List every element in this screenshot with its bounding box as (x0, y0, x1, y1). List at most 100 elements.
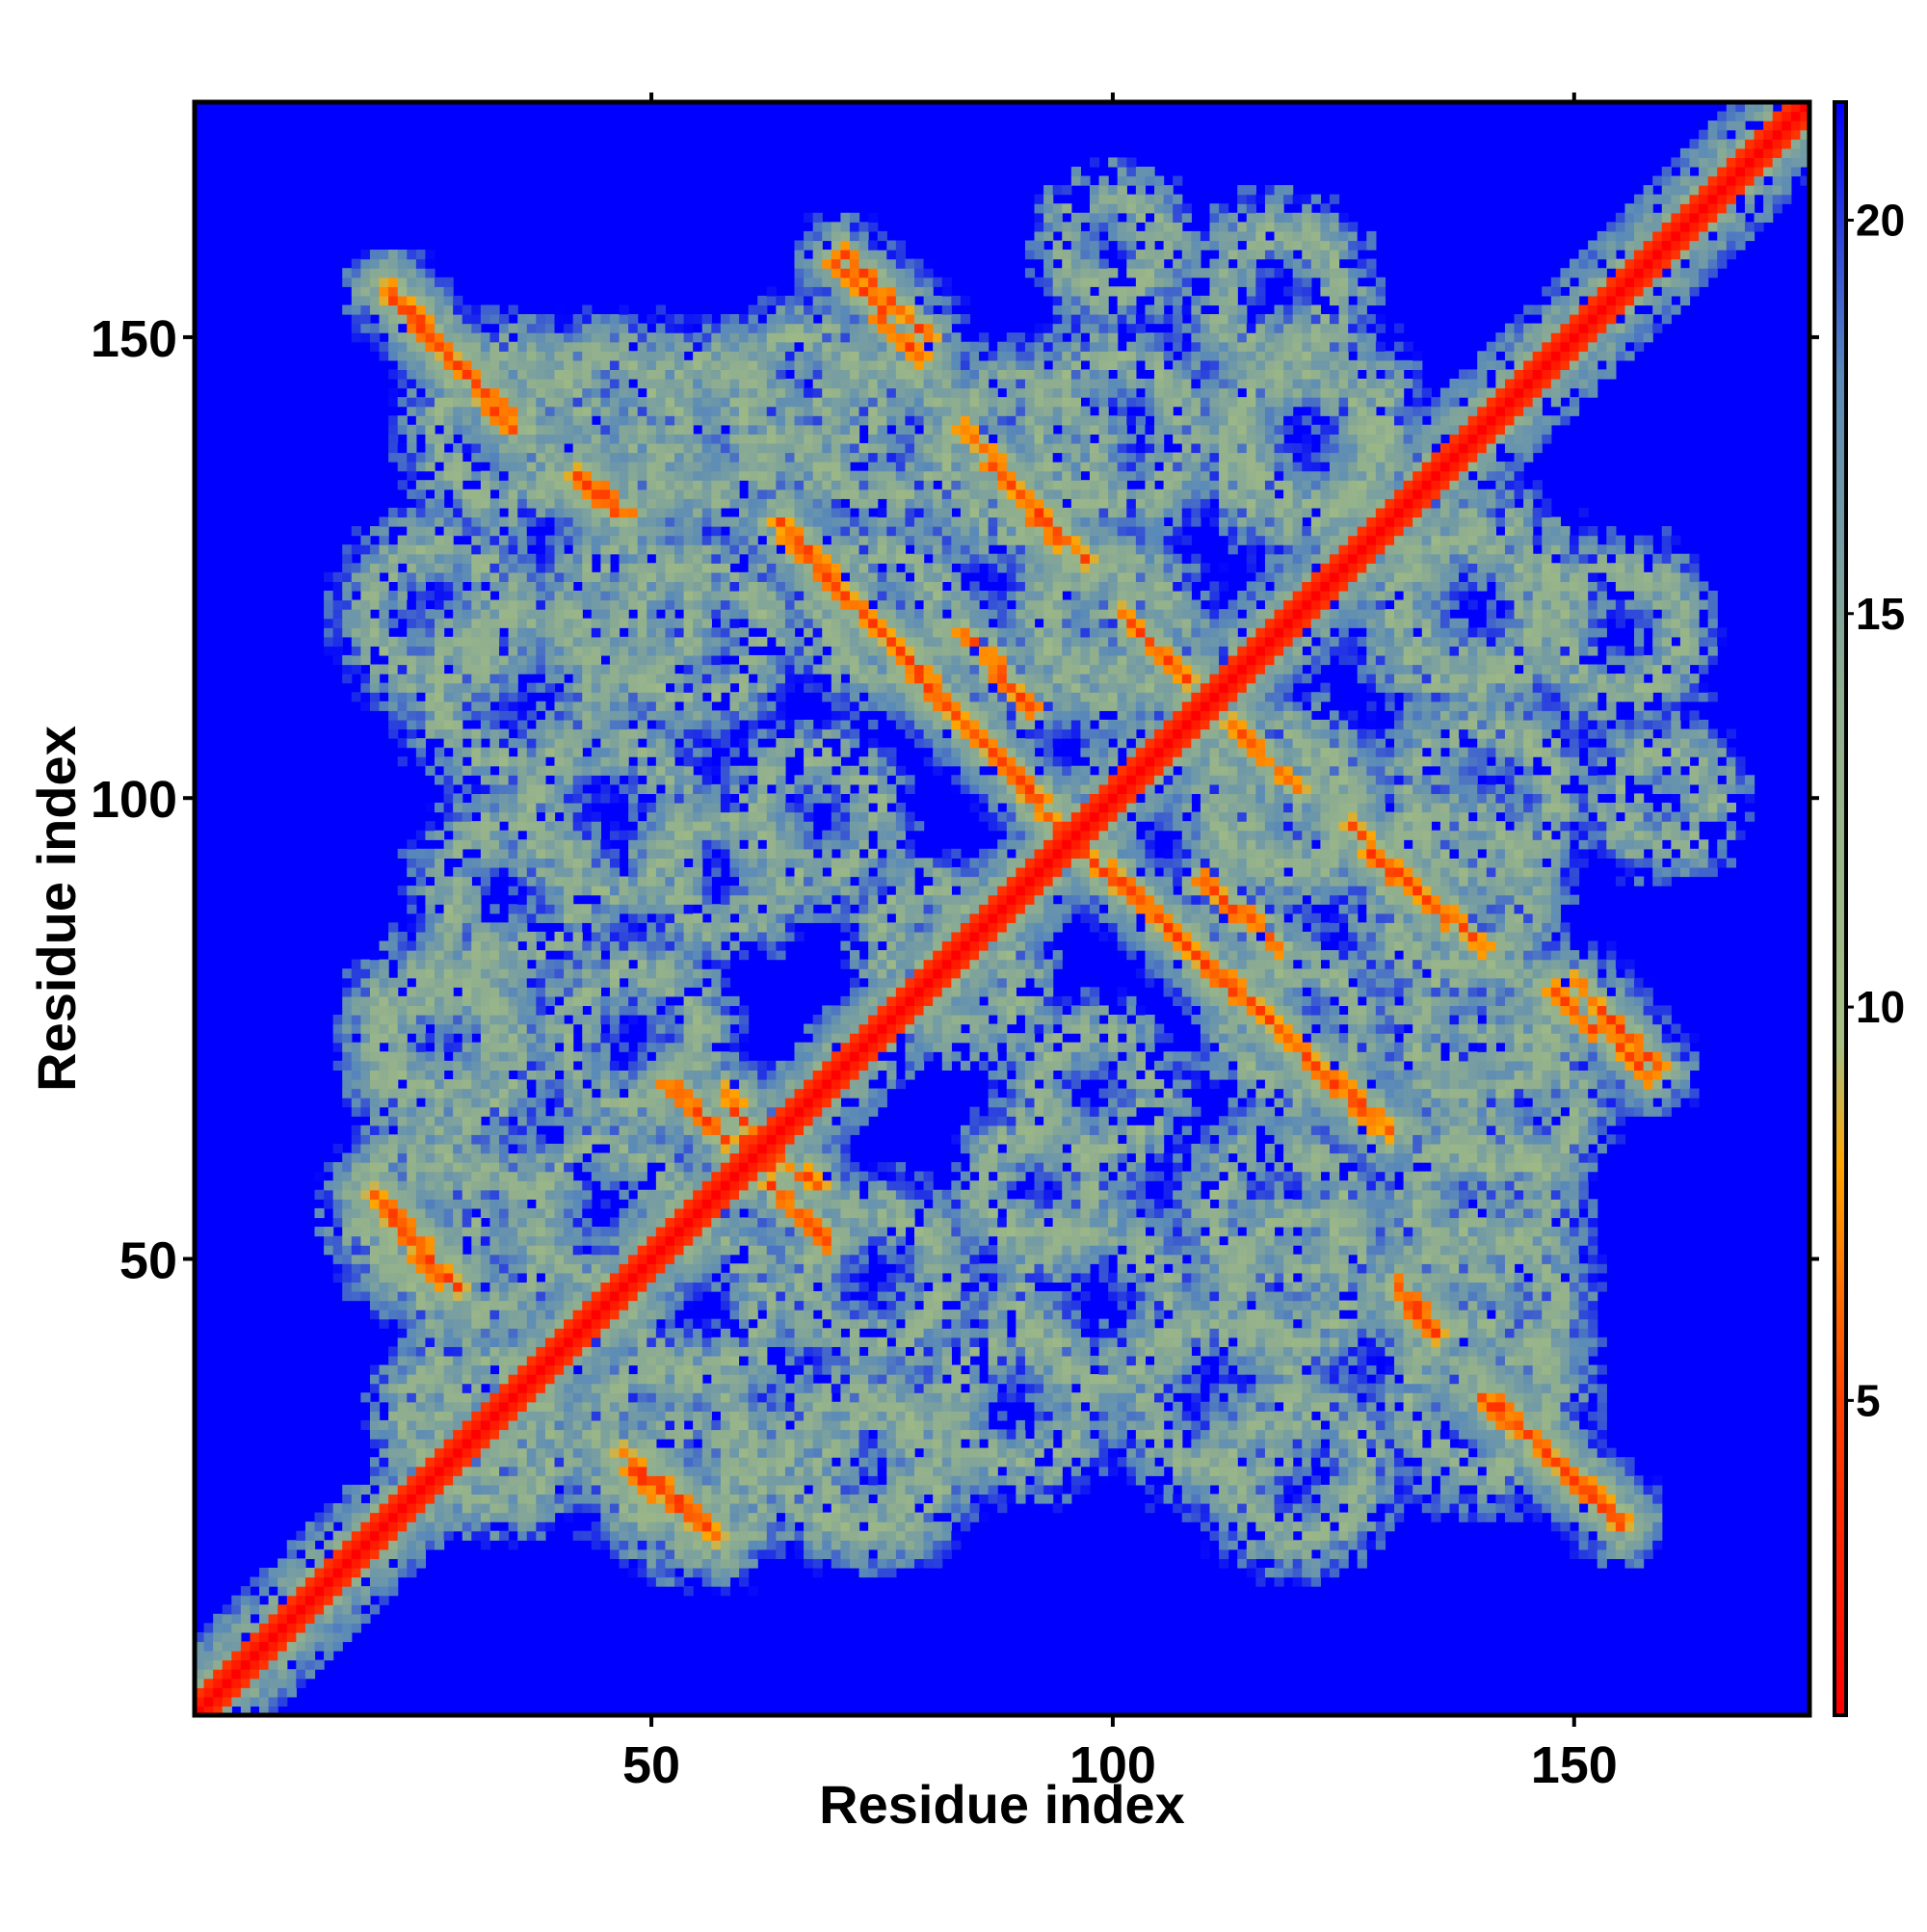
heatmap-cell (342, 618, 353, 628)
heatmap-cell (637, 1484, 647, 1495)
heatmap-cell (609, 1355, 620, 1366)
heatmap-cell (554, 1364, 565, 1375)
heatmap-cell (609, 480, 620, 490)
heatmap-cell (665, 470, 675, 481)
heatmap-cell (388, 940, 399, 951)
heatmap-cell (435, 1457, 445, 1468)
heatmap-cell (415, 1005, 427, 1016)
heatmap-cell (397, 636, 408, 647)
heatmap-cell (435, 1272, 445, 1284)
heatmap-cell (526, 913, 537, 923)
heatmap-cell (572, 821, 583, 832)
heatmap-cell (526, 553, 537, 564)
heatmap-cell (471, 526, 482, 537)
heatmap-cell (415, 462, 427, 472)
heatmap-cell (296, 1567, 306, 1578)
heatmap-cell (693, 1383, 703, 1393)
heatmap-cell (435, 1070, 445, 1080)
heatmap-cell (655, 406, 667, 416)
heatmap-cell (324, 1502, 334, 1514)
heatmap-cell (701, 811, 712, 822)
heatmap-cell (508, 424, 518, 435)
heatmap-cell (489, 728, 500, 739)
heatmap-cell (655, 1522, 667, 1532)
heatmap-cell (683, 783, 694, 795)
heatmap-cell (489, 424, 500, 435)
heatmap-cell (407, 848, 417, 859)
heatmap-cell (655, 563, 667, 573)
heatmap-cell (693, 452, 703, 463)
heatmap-cell (415, 636, 427, 647)
heatmap-cell (564, 1318, 574, 1329)
heatmap-cell (415, 646, 427, 656)
heatmap-cell (647, 1548, 657, 1559)
heatmap-cell (526, 627, 537, 638)
heatmap-cell (443, 913, 454, 923)
heatmap-cell (619, 830, 629, 840)
heatmap-cell (499, 351, 510, 361)
heatmap-cell (499, 590, 510, 601)
heatmap-cell (480, 682, 491, 693)
heatmap-cell (536, 1088, 546, 1098)
heatmap-cell (637, 1374, 647, 1385)
heatmap-cell (342, 1207, 353, 1219)
heatmap-cell (453, 1217, 463, 1228)
heatmap-cell (415, 1530, 427, 1541)
heatmap-cell (665, 1290, 675, 1302)
heatmap-cell (674, 563, 685, 573)
heatmap-cell (544, 719, 556, 730)
heatmap-cell (628, 1484, 639, 1495)
heatmap-cell (609, 314, 620, 325)
heatmap-cell (572, 682, 583, 693)
heatmap-cell (536, 378, 546, 389)
heatmap-cell (268, 1669, 278, 1680)
heatmap-cell (435, 434, 445, 444)
heatmap-cell (388, 1522, 399, 1532)
heatmap-cell (268, 1567, 278, 1578)
heatmap-cell (231, 1631, 242, 1643)
heatmap-cell (489, 1337, 500, 1347)
heatmap-cell (388, 1023, 399, 1034)
heatmap-cell (554, 1116, 565, 1126)
heatmap-cell (499, 452, 510, 463)
heatmap-cell (462, 599, 472, 610)
heatmap-cell (360, 1512, 371, 1522)
heatmap-cell (591, 1530, 601, 1541)
heatmap-cell (453, 1457, 463, 1468)
heatmap-cell (544, 811, 556, 822)
heatmap-cell (203, 1641, 214, 1652)
heatmap-cell (453, 544, 463, 555)
heatmap-cell (508, 1162, 518, 1173)
heatmap-cell (701, 1522, 712, 1532)
heatmap-cell (379, 701, 389, 711)
heatmap-cell (351, 1576, 361, 1587)
heatmap-cell (397, 571, 408, 583)
heatmap-cell (517, 692, 528, 702)
heatmap-cell (554, 1189, 565, 1200)
heatmap-cell (554, 351, 565, 361)
heatmap-cell (435, 775, 445, 785)
heatmap-cell (517, 590, 528, 601)
heatmap-cell (665, 571, 675, 583)
heatmap-cell (683, 1484, 694, 1495)
heatmap-cell (600, 332, 611, 343)
heatmap-cell (453, 1512, 463, 1522)
heatmap-cell (453, 1522, 463, 1532)
heatmap-cell (351, 1088, 361, 1098)
heatmap-cell (564, 783, 574, 795)
heatmap-cell (342, 1199, 353, 1209)
heatmap-cell (637, 1282, 647, 1292)
heatmap-cell (415, 886, 427, 896)
heatmap-cell (435, 1023, 445, 1034)
heatmap-cell (544, 738, 556, 749)
heatmap-cell (499, 535, 510, 545)
heatmap-cell (619, 1078, 629, 1090)
heatmap-cell (591, 599, 601, 610)
heatmap-cell (489, 1383, 500, 1393)
heatmap-cell (508, 1015, 518, 1025)
heatmap-cell (619, 756, 629, 767)
heatmap-cell (683, 995, 694, 1007)
heatmap-cell (415, 406, 427, 416)
heatmap-cell (453, 839, 463, 850)
heatmap-cell (489, 1401, 500, 1412)
